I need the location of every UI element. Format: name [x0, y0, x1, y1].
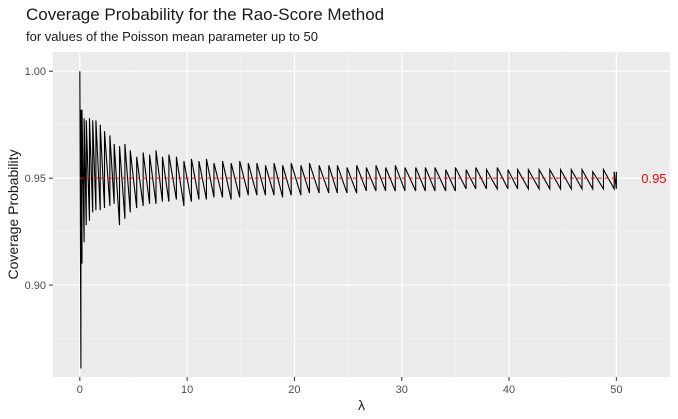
grid-minor — [53, 52, 671, 377]
x-tick-label: 20 — [288, 384, 300, 396]
series-layer — [79, 71, 617, 369]
x-tick-label: 40 — [503, 384, 515, 396]
x-tick-label: 10 — [181, 384, 193, 396]
y-tick-label: 0.90 — [25, 280, 46, 292]
chart-subtitle: for values of the Poisson mean parameter… — [26, 29, 318, 44]
x-tick-label: 30 — [396, 384, 408, 396]
y-axis: 0.90 0.95 1.00 — [25, 66, 53, 292]
reference-line-label: 0.95 — [641, 171, 666, 186]
x-tick-label: 0 — [77, 384, 83, 396]
y-tick-label: 0.95 — [25, 173, 46, 185]
x-axis: 0 10 20 30 40 50 — [77, 377, 622, 396]
reference-layer: 0.95 — [79, 171, 667, 186]
x-tick-label: 50 — [610, 384, 622, 396]
y-axis-title: Coverage Probability — [5, 150, 21, 280]
y-tick-label: 1.00 — [25, 66, 46, 78]
coverage-series-line — [79, 71, 617, 369]
chart-title: Coverage Probability for the Rao-Score M… — [26, 5, 385, 24]
x-axis-title: λ — [358, 397, 365, 413]
plot-panel — [53, 52, 670, 377]
